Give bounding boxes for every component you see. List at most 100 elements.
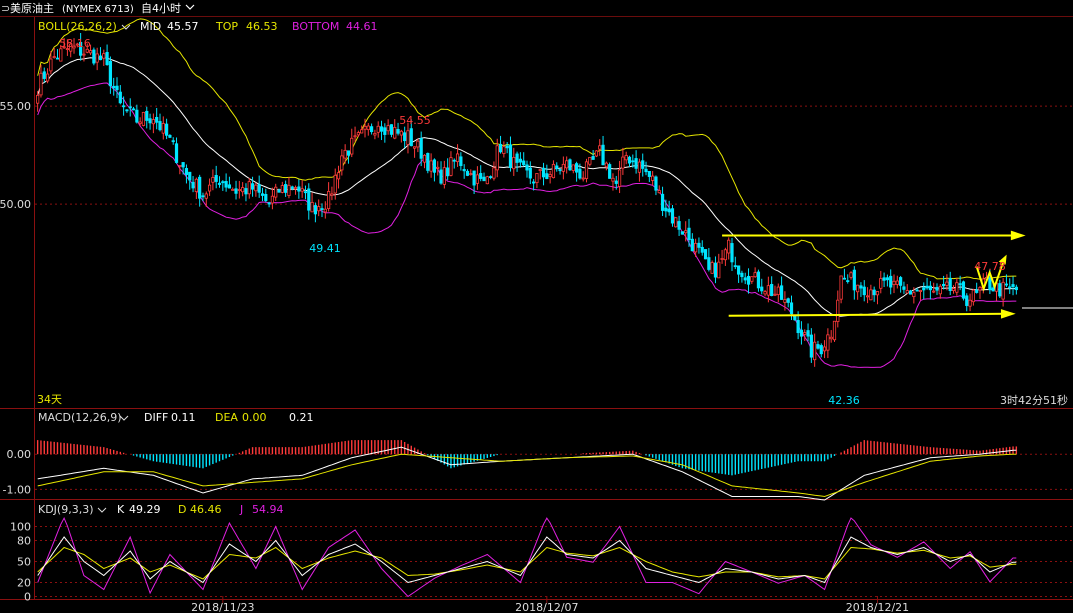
candle — [419, 131, 423, 167]
candle-body — [594, 150, 599, 157]
candle — [244, 183, 248, 202]
candle — [624, 151, 628, 165]
candle-body — [247, 181, 251, 195]
candle — [250, 176, 255, 197]
candle — [737, 265, 741, 283]
candle-body — [641, 160, 645, 169]
candle — [525, 160, 529, 178]
candle — [717, 253, 721, 279]
candle-body — [852, 269, 856, 291]
label-high-3: 47.78 — [974, 260, 1006, 273]
candle-body — [647, 170, 651, 177]
candle — [237, 180, 241, 199]
candle-body — [300, 188, 304, 192]
price-panel — [36, 18, 1018, 368]
candle — [961, 280, 966, 301]
candle — [551, 160, 556, 179]
candle — [336, 165, 341, 189]
candle-body — [333, 174, 337, 194]
candle-body — [115, 85, 119, 91]
candle — [621, 147, 625, 175]
candle — [538, 169, 542, 180]
candle-body — [479, 173, 483, 179]
candle-body — [65, 48, 70, 50]
candle — [614, 175, 618, 190]
candle — [393, 119, 397, 140]
candle — [674, 217, 678, 228]
candle — [1014, 284, 1018, 295]
candle-body — [105, 51, 109, 66]
candle-body — [799, 329, 804, 337]
candle-body — [971, 289, 975, 303]
candle — [760, 278, 764, 295]
candle-body — [591, 156, 595, 160]
candle — [231, 187, 235, 191]
candle — [958, 275, 962, 291]
candle — [541, 162, 546, 186]
candle — [965, 293, 969, 312]
candle-body — [617, 169, 622, 187]
candle — [194, 177, 198, 200]
candle-body — [789, 302, 794, 315]
candle — [826, 328, 830, 359]
candle-body — [178, 164, 182, 167]
candle — [799, 321, 804, 345]
candle — [743, 272, 747, 285]
candle — [601, 135, 605, 166]
candle-body — [224, 181, 228, 188]
candle-body — [320, 208, 324, 210]
candle — [343, 144, 347, 164]
candle-body — [138, 121, 142, 124]
candle-body — [188, 171, 192, 181]
candle-body — [148, 118, 152, 124]
candle-body — [383, 127, 387, 135]
candle-body — [198, 176, 202, 199]
candle-body — [267, 202, 271, 205]
candle — [869, 284, 873, 301]
candle — [280, 181, 284, 194]
candle — [925, 277, 929, 290]
candle-body — [598, 145, 602, 150]
candle-body — [869, 289, 873, 301]
candle — [968, 293, 972, 312]
candle-body — [958, 283, 962, 286]
candle-body — [469, 173, 473, 175]
candle-body — [356, 132, 360, 136]
candle — [161, 116, 165, 140]
candle-body — [935, 286, 939, 291]
candle — [217, 176, 222, 188]
label-high-1: 58.16 — [59, 37, 91, 50]
candle-body — [548, 174, 552, 178]
candle-body — [522, 160, 526, 166]
candle-body — [498, 143, 503, 153]
candle-body — [482, 176, 486, 182]
candle — [915, 288, 919, 292]
candle — [327, 182, 331, 212]
candle-body — [492, 167, 496, 179]
candle — [707, 247, 711, 272]
candle — [498, 135, 503, 154]
candle — [727, 237, 731, 260]
candle — [518, 152, 522, 168]
macd-diff-label: DIFF — [144, 411, 168, 424]
candle — [85, 43, 89, 54]
candle-body — [396, 129, 400, 134]
candle — [439, 161, 443, 185]
candle-body — [717, 261, 721, 279]
candle-body — [141, 111, 146, 126]
candle-body — [389, 124, 394, 135]
candle-body — [416, 140, 420, 148]
candle — [680, 231, 685, 235]
candle — [803, 329, 807, 342]
candle — [257, 175, 261, 198]
price-tick-label: 55.00 — [0, 100, 31, 113]
candle — [892, 274, 896, 294]
candle-body — [59, 48, 63, 62]
candle-body — [584, 161, 589, 179]
candle — [783, 291, 787, 311]
candle-body — [839, 275, 843, 300]
candle-body — [432, 159, 437, 173]
candle-body — [36, 94, 40, 104]
candle — [204, 191, 208, 207]
candle — [459, 152, 463, 171]
